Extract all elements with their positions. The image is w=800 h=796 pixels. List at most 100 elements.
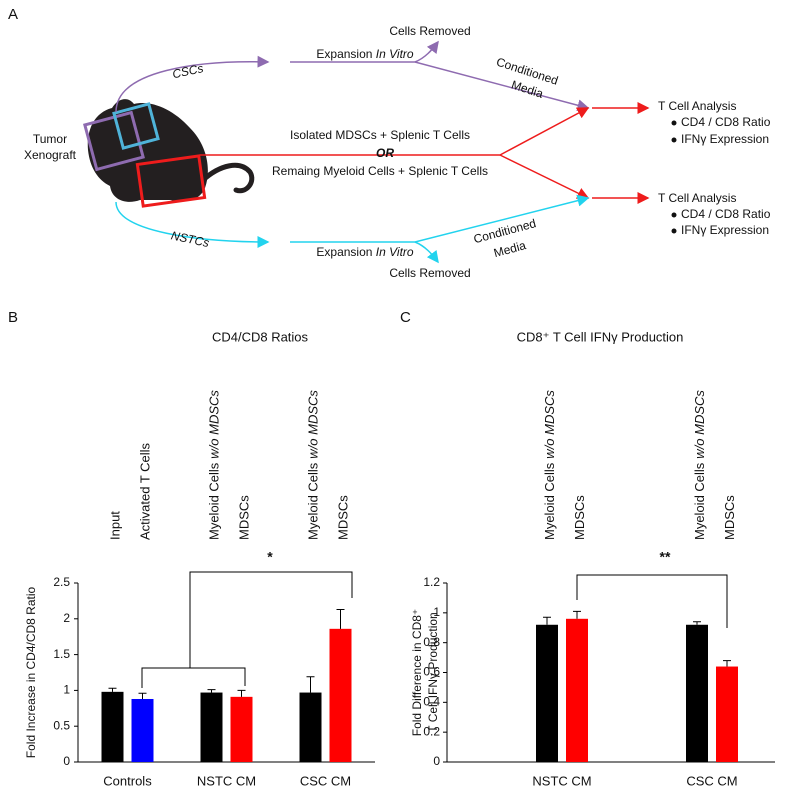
column-label-part: MDSCs [237,495,252,540]
chart-title: CD8⁺ T Cell IFNγ Production [517,329,684,344]
column-label-part: Myeloid Cells [692,462,707,540]
chart-title: CD4/CD8 Ratios [212,329,309,344]
error-bar [543,616,551,625]
y-tick-label: 0 [433,754,440,768]
cells-removed: Cells Removed [389,266,470,280]
bar [200,692,223,762]
y-tick-label: 0.5 [53,718,70,732]
y-tick-label: 0.8 [423,635,440,649]
coculture-label: Remaing Myeloid Cells + Splenic T Cells [272,164,488,178]
column-label: Input [108,511,123,540]
error-bar [207,689,216,693]
y-tick-label: 0.6 [423,665,440,679]
column-label: MDSCs [237,495,252,540]
x-tick-label: NSTC CM [532,773,591,788]
column-label-part: w/o MDSCs [306,390,321,459]
y-axis-label: Fold Difference in CD8⁺ [410,609,424,737]
cells-removed: Cells Removed [389,24,470,38]
column-label-part: Myeloid Cells [207,462,222,540]
y-tick-label: 0.4 [423,695,440,709]
bar [230,696,253,762]
error-bar [237,689,246,697]
arrows [115,40,650,264]
y-axis-label: Fold Increase in CD4/CD8 Ratio [24,586,38,758]
mouse [83,99,255,208]
significance: * [267,549,273,565]
column-label: Myeloid Cells w/o MDSCs [542,390,557,540]
column-label-part: w/o MDSCs [692,390,707,459]
y-tick-label: 2.5 [53,575,70,589]
column-label: Myeloid Cells w/o MDSCs [306,390,321,540]
y-tick-label: 1 [63,683,70,697]
panel-label: C [400,309,411,326]
bar [536,624,558,762]
error-bar [573,610,581,619]
tumor-label: Tumor [33,132,67,146]
column-label: MDSCs [572,495,587,540]
column-label-part: Input [108,511,123,540]
column-label-part: MDSCs [336,495,351,540]
or-label: OR [376,146,394,160]
column-label: Myeloid Cells w/o MDSCs [207,390,222,540]
bar [566,618,588,762]
bar [299,692,322,762]
y-tick-label: 2 [63,611,70,625]
error-bar [693,621,701,625]
analysis-item: IFNγ Expression [681,223,769,237]
bullet [671,120,677,126]
x-tick-label: Controls [103,773,152,788]
bar [131,698,154,762]
media-label: Conditioned [472,216,538,246]
expansion-label: Expansion In Vitro [316,245,414,259]
error-bar [336,608,345,629]
column-label: MDSCs [722,495,737,540]
coculture-label: Isolated MDSCs + Splenic T Cells [290,128,470,142]
column-label-part: MDSCs [722,495,737,540]
column-label-part: Activated T Cells [138,442,153,540]
expansion-label: Expansion In Vitro [316,47,414,61]
error-bar [108,687,117,692]
column-label-part: Myeloid Cells [542,462,557,540]
error-bar [723,660,731,667]
y-tick-label: 1.2 [423,575,440,589]
tumor-label: Xenograft [24,148,77,162]
significance: ** [660,549,671,565]
significance-bracket [576,574,728,628]
analysis-title: T Cell Analysis [658,99,736,113]
x-tick-label: NSTC CM [197,773,256,788]
bullet [671,228,677,234]
y-axis-label: T Cell IFNγ Production [426,612,440,733]
y-tick-label: 1.5 [53,647,70,661]
bar [101,691,124,762]
y-tick-label: 0.2 [423,724,440,738]
column-label: Activated T Cells [138,442,153,540]
significance-bracket [141,571,353,688]
bullet [671,212,677,218]
analysis-item: CD4 / CD8 Ratio [681,115,771,129]
error-bar [138,692,147,699]
panel-label: A [8,6,18,23]
analysis-item: CD4 / CD8 Ratio [681,207,771,221]
error-bar [306,676,315,693]
nstc-label: NSTCs [170,228,211,250]
analysis-title: T Cell Analysis [658,191,736,205]
x-tick-label: CSC CM [686,773,737,788]
column-label-part: Myeloid Cells [306,462,321,540]
y-tick-label: 0 [63,754,70,768]
column-label-part: w/o MDSCs [542,390,557,459]
column-label: MDSCs [336,495,351,540]
column-label-part: w/o MDSCs [207,390,222,459]
bar [329,628,352,762]
bar [686,624,708,762]
media-label: Media [492,238,528,260]
column-label: Myeloid Cells w/o MDSCs [692,390,707,540]
panel-label: B [8,309,18,326]
bar [716,666,738,762]
csc-label: CSCs [171,61,205,81]
analysis-item: IFNγ Expression [681,132,769,146]
bullet [671,137,677,143]
y-tick-label: 1 [433,605,440,619]
column-label-part: MDSCs [572,495,587,540]
x-tick-label: CSC CM [300,773,351,788]
